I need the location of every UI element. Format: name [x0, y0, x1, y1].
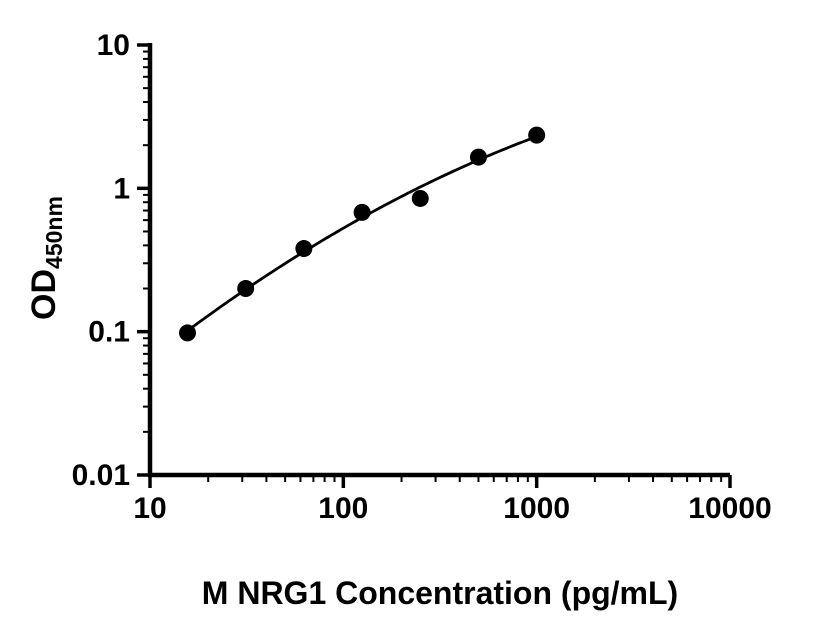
fit-curve [186, 135, 538, 332]
data-point [469, 148, 487, 166]
axis-spine [147, 43, 730, 478]
x-tick-label: 10 [133, 492, 166, 525]
data-point [353, 203, 371, 221]
x-tick-label: 100 [318, 492, 368, 525]
data-point [411, 189, 429, 207]
y-tick-label: 0.01 [72, 459, 130, 492]
y-axis-title: OD450nm [25, 196, 67, 320]
x-axis-title: M NRG1 Concentration (pg/mL) [202, 575, 678, 611]
x-tick-label: 10000 [688, 492, 771, 525]
data-point [295, 240, 313, 258]
y-tick-label: 0.1 [88, 316, 130, 349]
x-tick-label: 1000 [503, 492, 570, 525]
data-point [237, 280, 255, 298]
axes: 10 100 1000 10000 0.01 0.1 1 10 [72, 29, 772, 525]
y-tick-label: 10 [97, 29, 130, 62]
data-point [528, 126, 546, 144]
data-series [179, 126, 546, 342]
data-point [179, 324, 196, 342]
y-tick-label: 1 [113, 172, 130, 205]
